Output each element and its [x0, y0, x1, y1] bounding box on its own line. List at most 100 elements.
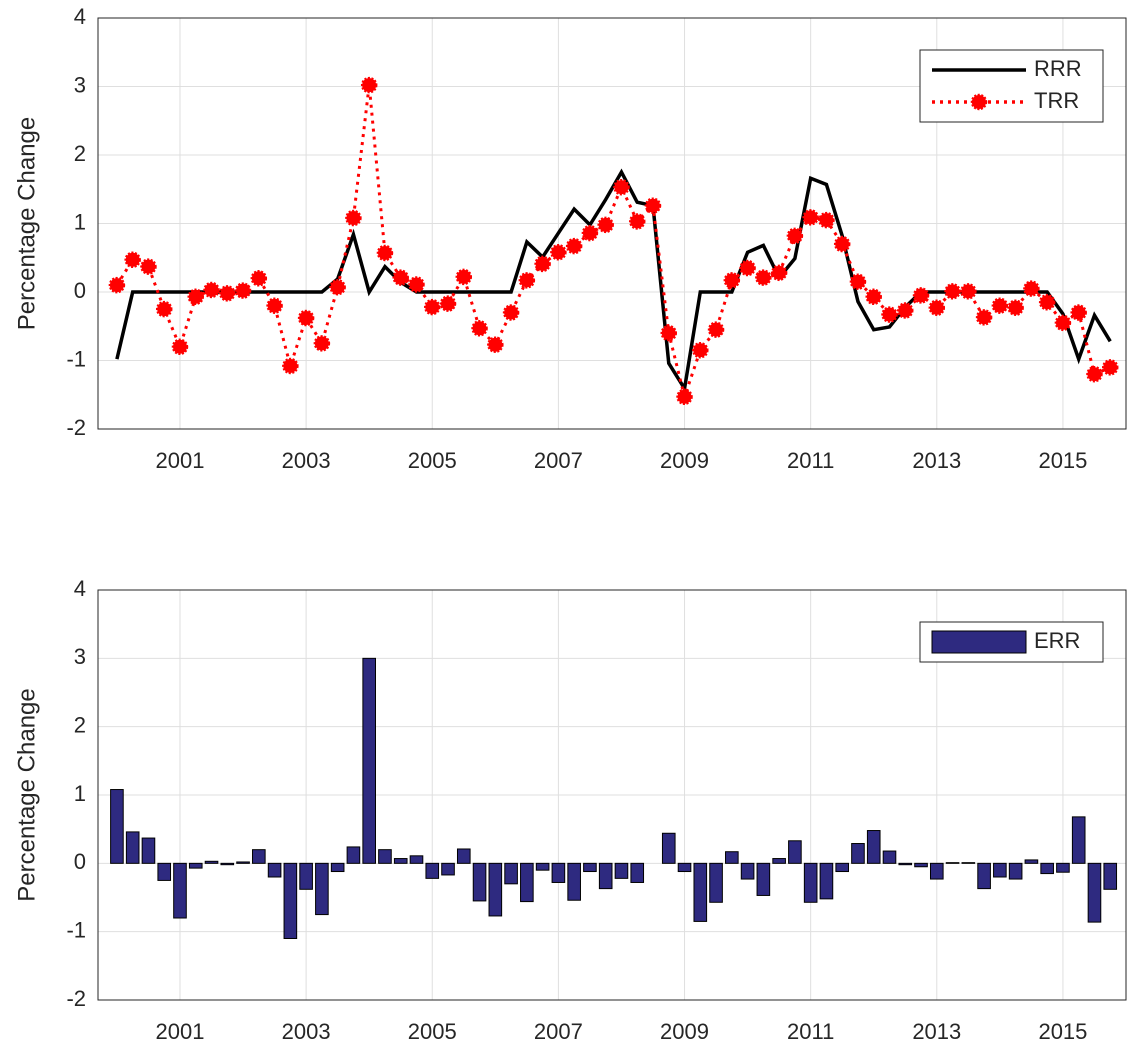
legend-label: ERR	[1034, 628, 1080, 653]
marker	[329, 278, 346, 296]
bar	[173, 862, 187, 919]
y-tick-label: 2	[74, 712, 86, 737]
legend-label: TRR	[1034, 88, 1079, 113]
bar	[1056, 862, 1070, 873]
y-tick-label: 3	[74, 72, 86, 97]
marker	[944, 283, 961, 300]
legend-swatch	[931, 630, 1027, 654]
bar	[945, 862, 960, 864]
bar	[283, 862, 298, 939]
marker	[1101, 359, 1119, 376]
marker	[597, 216, 614, 234]
bar	[1040, 862, 1054, 875]
bar	[725, 851, 739, 864]
marker	[1086, 365, 1103, 383]
bar	[472, 862, 487, 902]
marker	[565, 237, 583, 255]
marker	[897, 302, 914, 319]
bar	[693, 862, 708, 922]
x-tick-label: 2005	[408, 1019, 457, 1044]
bar	[125, 831, 140, 864]
bar	[1024, 859, 1039, 864]
marker	[124, 251, 141, 269]
bar	[315, 862, 329, 916]
bar	[882, 850, 897, 864]
bar	[441, 862, 455, 876]
marker	[471, 320, 488, 337]
marker	[439, 295, 457, 312]
x-tick-label: 2003	[282, 448, 331, 473]
marker	[786, 227, 804, 245]
bar	[346, 846, 361, 864]
bar	[993, 862, 1007, 878]
marker	[297, 309, 315, 327]
marker	[313, 335, 331, 352]
marker	[676, 388, 693, 406]
bar	[236, 861, 250, 864]
bar	[409, 855, 424, 864]
y-tick-label: -2	[66, 415, 86, 440]
legend-marker	[970, 93, 988, 111]
bar	[1087, 862, 1102, 923]
marker	[408, 276, 425, 293]
x-tick-label: 2013	[912, 1019, 961, 1044]
x-tick-label: 2011	[787, 448, 834, 473]
bar	[157, 862, 172, 881]
bar	[929, 862, 944, 880]
marker	[1007, 299, 1024, 317]
bar	[378, 849, 392, 864]
marker	[660, 324, 678, 342]
bar	[252, 849, 266, 864]
marker	[739, 259, 756, 277]
legend-box	[919, 49, 1104, 123]
bar	[598, 862, 613, 890]
bar	[425, 862, 440, 879]
marker	[849, 273, 867, 290]
marker	[692, 341, 709, 359]
axes-box	[97, 589, 1127, 1001]
marker	[345, 209, 362, 227]
bar	[110, 789, 124, 864]
bar	[709, 862, 723, 903]
x-tick-label: 2015	[1038, 448, 1087, 473]
marker	[392, 269, 409, 286]
y-tick-label: 4	[74, 4, 86, 29]
marker	[770, 264, 788, 282]
marker	[960, 283, 977, 300]
bar	[835, 862, 850, 873]
y-tick-label: 1	[74, 209, 86, 234]
x-tick-label: 2013	[912, 448, 961, 473]
bar	[567, 862, 581, 901]
bar	[330, 862, 345, 873]
x-tick-label: 2009	[660, 448, 709, 473]
bar	[772, 858, 786, 864]
y-tick-label: 0	[74, 278, 86, 303]
bar	[961, 862, 976, 864]
bar	[1103, 862, 1118, 890]
marker	[550, 244, 567, 261]
marker	[802, 209, 819, 226]
marker	[581, 224, 599, 242]
marker	[203, 281, 220, 299]
marker	[171, 338, 189, 356]
marker	[360, 76, 378, 94]
marker	[155, 300, 173, 318]
bar	[535, 862, 550, 871]
marker	[1038, 294, 1056, 311]
bar	[819, 862, 834, 900]
y-axis-label: Percentage Change	[13, 117, 40, 331]
marker	[234, 282, 252, 299]
bar	[614, 862, 629, 879]
marker	[1070, 304, 1087, 321]
bar	[456, 848, 471, 864]
bar	[914, 862, 928, 868]
bar	[299, 862, 313, 890]
x-tick-label: 2001	[156, 1019, 205, 1044]
x-tick-label: 2009	[660, 1019, 709, 1044]
bar	[851, 843, 865, 864]
y-tick-label: -2	[66, 986, 86, 1011]
y-tick-label: 4	[74, 576, 86, 601]
marker	[518, 272, 536, 289]
bar	[788, 840, 802, 864]
series-line	[115, 84, 1111, 403]
